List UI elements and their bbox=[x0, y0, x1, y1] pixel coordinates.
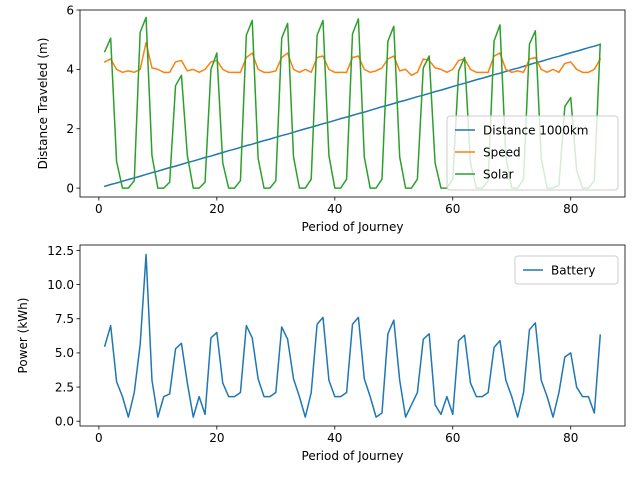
power-xtick-label: 20 bbox=[209, 431, 224, 445]
distance-ytick-label: 4 bbox=[66, 63, 74, 77]
power-axes-frame bbox=[79, 244, 626, 427]
legend-label-speed: Speed bbox=[483, 146, 521, 160]
distance-xtick-label: 40 bbox=[327, 202, 342, 216]
power-ytick-label: 0.0 bbox=[55, 415, 74, 429]
distance-xtick-label: 20 bbox=[209, 202, 224, 216]
power-xtick-label: 80 bbox=[563, 431, 578, 445]
power-subplot: 0 20 40 60 80 0.0 2.5 5.0 7.5 10.0 12.5 Period of J… bbox=[16, 244, 626, 463]
power-legend: Battery bbox=[514, 255, 619, 285]
distance-series-distance-1000km-line bbox=[103, 43, 602, 188]
distance-legend: Distance 1000km Speed Solar bbox=[446, 115, 619, 191]
power-ytick-label: 7.5 bbox=[55, 312, 74, 326]
legend-label-battery: Battery bbox=[551, 264, 595, 278]
distance-subplot: 0 20 40 60 80 0 2 4 6 Period of Journey Distance T… bbox=[36, 3, 626, 234]
power-ytick-label: 5.0 bbox=[55, 346, 74, 360]
distance-series-speed-line bbox=[103, 41, 602, 77]
distance-xtick-label: 0 bbox=[95, 202, 103, 216]
distance-ytick-label: 0 bbox=[66, 181, 74, 195]
legend-box bbox=[446, 115, 619, 191]
power-xtick-label: 40 bbox=[327, 431, 342, 445]
distance-xtick-label: 80 bbox=[563, 202, 578, 216]
distance-x-axis-label: Period of Journey bbox=[302, 220, 404, 234]
distance-axes-frame bbox=[79, 9, 626, 198]
legend-box bbox=[514, 255, 619, 285]
distance-ytick-label: 6 bbox=[66, 3, 74, 17]
power-ytick-label: 2.5 bbox=[55, 380, 74, 394]
power-series-battery-line bbox=[103, 253, 602, 418]
power-x-axis-label: Period of Journey bbox=[302, 449, 404, 463]
power-xtick-label: 60 bbox=[445, 431, 460, 445]
power-y-axis-label: Power (kWh) bbox=[16, 298, 30, 374]
legend-label-distance-1000km: Distance 1000km bbox=[483, 124, 588, 138]
distance-xtick-label: 60 bbox=[445, 202, 460, 216]
power-xtick-label: 0 bbox=[95, 431, 103, 445]
distance-ytick-label: 2 bbox=[66, 122, 74, 136]
legend-label-solar: Solar bbox=[483, 168, 514, 182]
power-ytick-label: 12.5 bbox=[47, 244, 74, 258]
power-ytick-label: 10.0 bbox=[47, 278, 74, 292]
distance-y-axis-label: Distance Traveled (m) bbox=[36, 38, 50, 170]
